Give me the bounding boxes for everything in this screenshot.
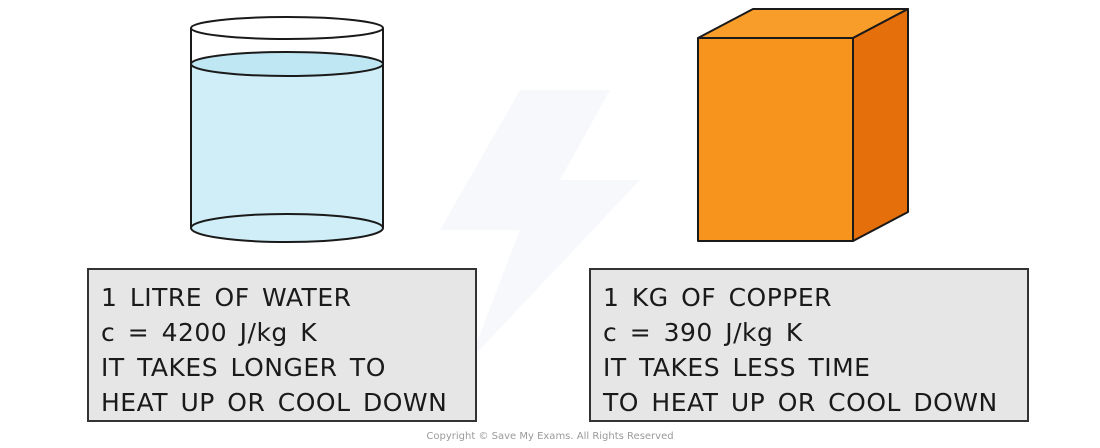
water-label-box: 1 LITRE OF WATER c = 4200 J/kg K IT TAKE… bbox=[87, 268, 477, 422]
copper-label-box: 1 KG OF COPPER c = 390 J/kg K IT TAKES L… bbox=[589, 268, 1029, 422]
water-beaker-icon bbox=[190, 16, 384, 243]
cube-front-face bbox=[697, 37, 854, 242]
copper-label-line: IT TAKES LESS TIME bbox=[603, 353, 871, 382]
water-surface bbox=[190, 51, 384, 77]
water-label-line: HEAT UP OR COOL DOWN bbox=[101, 388, 448, 417]
copyright-notice: Copyright © Save My Exams. All Rights Re… bbox=[426, 431, 674, 442]
copper-label-line: c = 390 J/kg K bbox=[603, 318, 803, 347]
watermark-logo-icon bbox=[440, 90, 640, 360]
water-label-line: IT TAKES LONGER TO bbox=[101, 353, 386, 382]
copper-label-line: 1 KG OF COPPER bbox=[603, 283, 833, 312]
copper-cube-icon bbox=[697, 8, 909, 242]
beaker-rim bbox=[190, 16, 384, 40]
water-label-line: 1 LITRE OF WATER bbox=[101, 283, 352, 312]
water-body bbox=[191, 66, 383, 243]
water-label-line: c = 4200 J/kg K bbox=[101, 318, 318, 347]
cube-side-face bbox=[852, 8, 909, 242]
copper-label-line: TO HEAT UP OR COOL DOWN bbox=[603, 388, 998, 417]
